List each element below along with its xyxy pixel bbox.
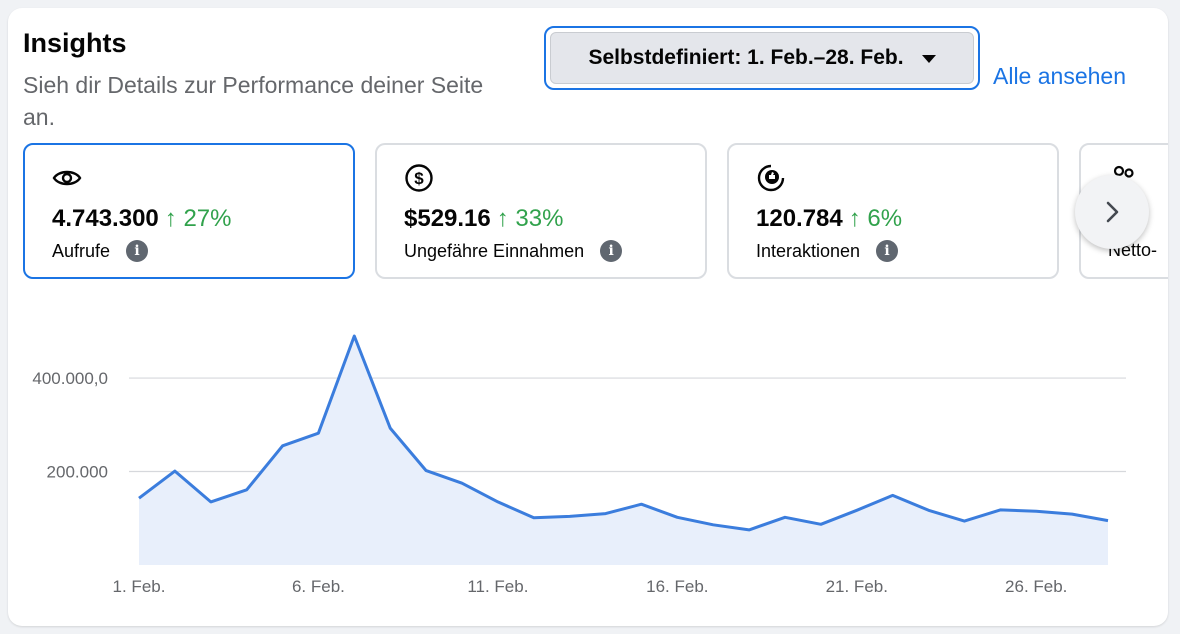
data-point[interactable] [456, 477, 468, 489]
data-point[interactable] [564, 510, 576, 522]
data-point[interactable] [133, 492, 145, 504]
x-tick-label: 21. Feb. [826, 577, 888, 596]
data-point[interactable] [420, 465, 432, 477]
x-tick-label: 1. Feb. [113, 577, 166, 596]
metric-value: 120.784 ↑ 6% [756, 205, 903, 232]
x-tick-label: 26. Feb. [1005, 577, 1067, 596]
next-metrics-button[interactable] [1075, 175, 1149, 249]
metric-delta: ↑ 6% [848, 205, 903, 232]
info-icon[interactable]: i [126, 240, 149, 262]
data-point[interactable] [923, 504, 935, 516]
metric-value: 4.743.300 ↑ 27% [52, 205, 232, 232]
data-point[interactable] [635, 498, 647, 510]
y-tick-label: 400.000,0 [32, 369, 108, 388]
y-tick-label: 200.000 [47, 463, 108, 482]
metric-delta: ↑ 27% [164, 205, 232, 232]
x-tick-label: 6. Feb. [292, 577, 345, 596]
data-point[interactable] [743, 524, 755, 536]
info-icon[interactable]: i [600, 240, 623, 262]
x-tick-label: 11. Feb. [467, 577, 528, 596]
data-point[interactable] [528, 512, 540, 524]
date-range-dropdown[interactable]: Selbstdefiniert: 1. Feb.–28. Feb. [544, 26, 980, 90]
data-point[interactable] [671, 511, 683, 523]
like-icon [757, 164, 785, 192]
data-point[interactable] [1030, 505, 1042, 517]
data-point[interactable] [600, 508, 612, 520]
chevron-right-icon [1106, 201, 1119, 223]
data-point[interactable] [348, 330, 360, 342]
page-subtitle: Sieh dir Details zur Performance deiner … [23, 72, 484, 130]
see-all-link[interactable]: Alle ansehen [993, 63, 1126, 89]
data-point[interactable] [384, 422, 396, 434]
metric-card-views[interactable]: 4.743.300 ↑ 27% Aufrufe i [23, 143, 355, 279]
data-point[interactable] [994, 504, 1006, 516]
metric-card-earnings[interactable]: $ $529.16 ↑ 33% Ungefähre Einnahmen i [375, 143, 707, 279]
eye-icon [52, 170, 82, 186]
metric-value: $529.16 ↑ 33% [404, 205, 564, 232]
metric-label: Ungefähre Einnahmen i [404, 240, 623, 262]
info-icon[interactable]: i [876, 240, 899, 262]
data-point[interactable] [492, 496, 504, 508]
data-point[interactable] [815, 518, 827, 530]
metric-label: Aufrufe i [52, 240, 149, 262]
caret-down-icon [921, 55, 936, 63]
x-tick-label: 16. Feb. [646, 577, 708, 596]
dollar-icon: $ [405, 164, 433, 192]
data-point[interactable] [887, 489, 899, 501]
data-point[interactable] [779, 511, 791, 523]
metric-delta: ↑ 33% [496, 205, 564, 232]
metric-card-interactions[interactable]: 120.784 ↑ 6% Interaktionen i [727, 143, 1059, 279]
data-point[interactable] [1066, 508, 1078, 520]
svg-text:$: $ [414, 169, 424, 188]
metric-label: Interaktionen i [756, 240, 899, 262]
data-point[interactable] [205, 496, 217, 508]
data-point[interactable] [851, 504, 863, 516]
views-chart: 400.000,0 200.000 1. Feb. 6. Feb. 11. Feb. 1… [32, 330, 1126, 596]
data-point[interactable] [707, 519, 719, 531]
page-title: Insights [23, 28, 127, 58]
data-point[interactable] [241, 484, 253, 496]
data-point[interactable] [169, 465, 181, 477]
data-point[interactable] [277, 440, 289, 452]
data-point[interactable] [312, 427, 324, 439]
data-point[interactable] [1102, 515, 1114, 527]
insights-card: Insights Sieh dir Details zur Performanc… [8, 8, 1168, 626]
chart-line [138, 334, 1109, 532]
data-point[interactable] [958, 515, 970, 527]
date-range-label: Selbstdefiniert: 1. Feb.–28. Feb. [588, 46, 904, 69]
